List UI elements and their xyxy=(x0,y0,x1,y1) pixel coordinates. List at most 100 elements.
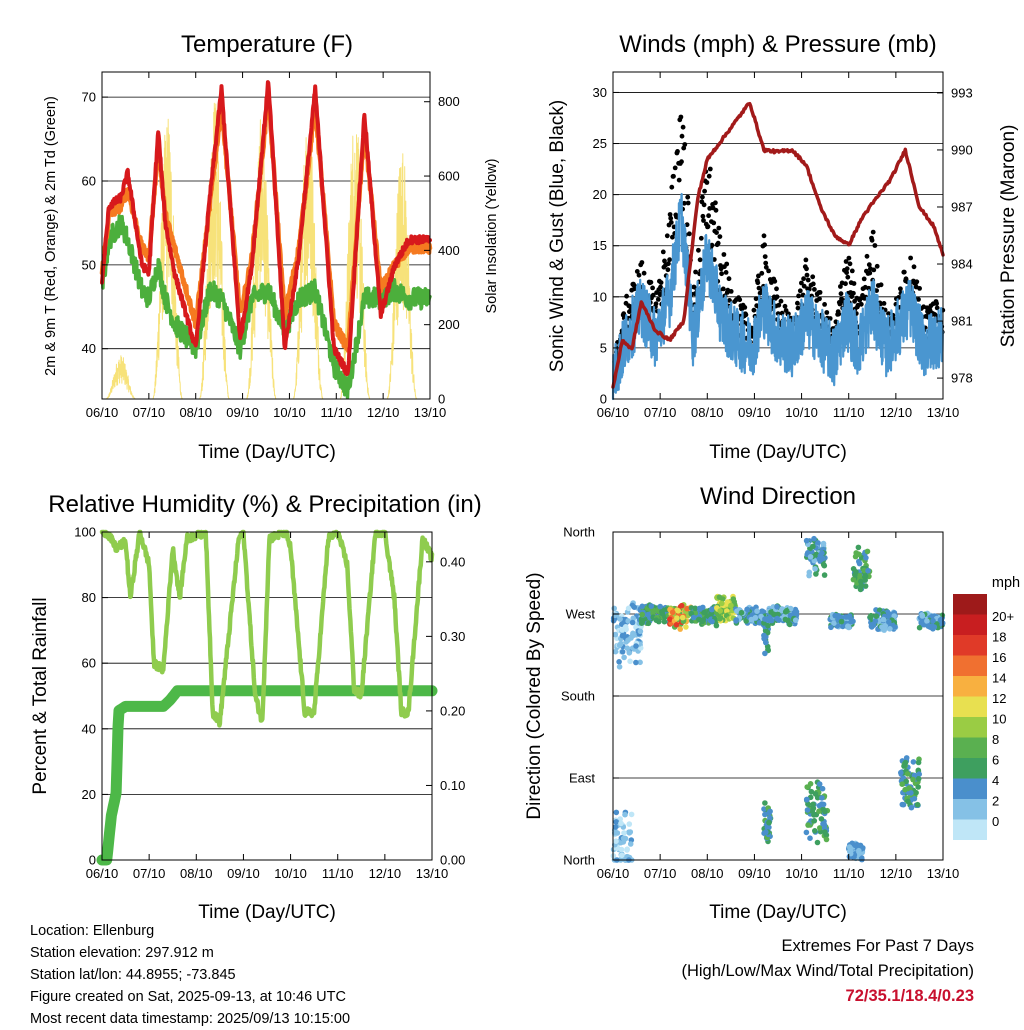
direction-point xyxy=(910,776,916,783)
temperature-y2tick-label: 0 xyxy=(438,392,445,407)
gust-point xyxy=(650,292,656,298)
temperature-ylabel-right: Solar Insolation (Yellow) xyxy=(484,158,500,313)
gust-point xyxy=(812,287,817,292)
direction-point xyxy=(805,550,811,556)
gust-point xyxy=(838,284,843,289)
winds-y2tick-label: 981 xyxy=(951,314,973,329)
direction-point xyxy=(692,605,698,612)
gust-point xyxy=(843,281,848,287)
direction-point xyxy=(762,650,768,657)
gust-point xyxy=(795,300,800,306)
winds-y2tick-label: 990 xyxy=(951,142,973,157)
direction-point xyxy=(853,550,859,556)
gust-point xyxy=(766,268,771,274)
gust-point xyxy=(804,272,810,278)
gust-point xyxy=(778,298,784,304)
humidity-panel: Relative Humidity (%) & Precipitation (i… xyxy=(30,491,482,923)
gust-point xyxy=(660,249,666,255)
direction-point xyxy=(813,571,819,577)
speed-legend-swatch xyxy=(953,594,987,615)
direction-point xyxy=(618,640,624,647)
gust-point xyxy=(772,278,778,284)
gust-point xyxy=(801,276,806,282)
direction-point xyxy=(820,821,826,827)
gust-point xyxy=(810,274,816,280)
winds-ylabel-right: Station Pressure (Maroon) xyxy=(998,125,1019,348)
temperature-y2tick-label: 400 xyxy=(438,243,460,258)
direction-point xyxy=(838,618,845,625)
solar-day-2 xyxy=(199,102,230,400)
gust-point xyxy=(655,297,661,302)
gust-point xyxy=(774,294,780,300)
speed-legend-swatch xyxy=(953,799,987,820)
direction-ytick-label: North xyxy=(563,525,595,540)
wind-series xyxy=(611,193,944,401)
direction-point xyxy=(744,606,750,613)
direction-point xyxy=(621,830,627,836)
direction-point xyxy=(622,811,628,818)
direction-point xyxy=(821,572,828,578)
gust-point xyxy=(621,311,627,317)
direction-point xyxy=(734,608,740,614)
gust-point xyxy=(914,279,920,285)
direction-point xyxy=(619,627,625,633)
humidity-title: Relative Humidity (%) & Precipitation (i… xyxy=(48,491,481,518)
humidity-xtick-label: 10/10 xyxy=(274,866,307,881)
solar-day-6 xyxy=(386,153,418,400)
speed-legend-swatch xyxy=(953,635,987,656)
direction-point xyxy=(891,613,897,619)
direction-ytick-label: West xyxy=(566,607,596,622)
direction-point xyxy=(832,612,838,619)
direction-point xyxy=(764,824,771,831)
direction-point xyxy=(613,809,620,816)
winds-y2tick-label: 984 xyxy=(951,257,973,272)
direction-point xyxy=(630,632,637,638)
direction-point xyxy=(617,616,623,622)
temperature-xtick-label: 13/10 xyxy=(414,405,447,420)
direction-point xyxy=(616,664,623,670)
extremes-heading: Extremes For Past 7 Days xyxy=(781,937,974,955)
direction-point xyxy=(858,582,865,589)
gust-point xyxy=(671,173,676,179)
direction-point xyxy=(810,543,816,550)
gust-point xyxy=(636,272,642,278)
direction-point xyxy=(898,769,904,776)
gust-point xyxy=(774,286,779,292)
direction-point xyxy=(717,608,723,614)
direction-point xyxy=(719,600,725,607)
gust-point xyxy=(871,267,877,273)
direction-point xyxy=(816,781,823,787)
direction-point xyxy=(903,778,909,785)
direction-point xyxy=(929,623,935,630)
gust-point xyxy=(650,285,655,291)
gust-point xyxy=(845,274,851,280)
gust-point xyxy=(701,202,707,208)
direction-point xyxy=(803,537,810,544)
temperature-ytick-label: 40 xyxy=(82,341,96,356)
direction-point xyxy=(630,615,636,622)
direction-point xyxy=(803,829,810,836)
direction-point xyxy=(674,615,680,621)
gust-point xyxy=(641,270,647,276)
gust-point xyxy=(726,276,732,282)
station-info: Location: Ellenburg Station elevation: 2… xyxy=(30,920,350,1030)
gust-point xyxy=(724,261,730,267)
direction-point xyxy=(767,815,773,821)
gust-point xyxy=(711,220,717,226)
direction-point xyxy=(759,608,766,615)
temperature-ytick-label: 50 xyxy=(82,257,96,272)
gust-point xyxy=(858,301,864,307)
direction-point xyxy=(775,611,781,618)
direction-xlabel: Time (Day/UTC) xyxy=(709,902,847,923)
direction-point xyxy=(761,806,767,812)
gust-point xyxy=(696,247,701,253)
direction-point xyxy=(856,572,863,579)
direction-point xyxy=(899,801,906,808)
direction-point xyxy=(807,781,814,787)
winds-axis-ticks: 0 5 10 15 20 25 30 978 981 984 987 990 993 06/10 07/10… xyxy=(593,72,973,420)
speed-legend-label: 20+ xyxy=(992,609,1014,624)
gust-point xyxy=(728,289,734,294)
gust-point xyxy=(753,296,759,302)
temperature-xtick-label: 10/10 xyxy=(273,405,306,420)
